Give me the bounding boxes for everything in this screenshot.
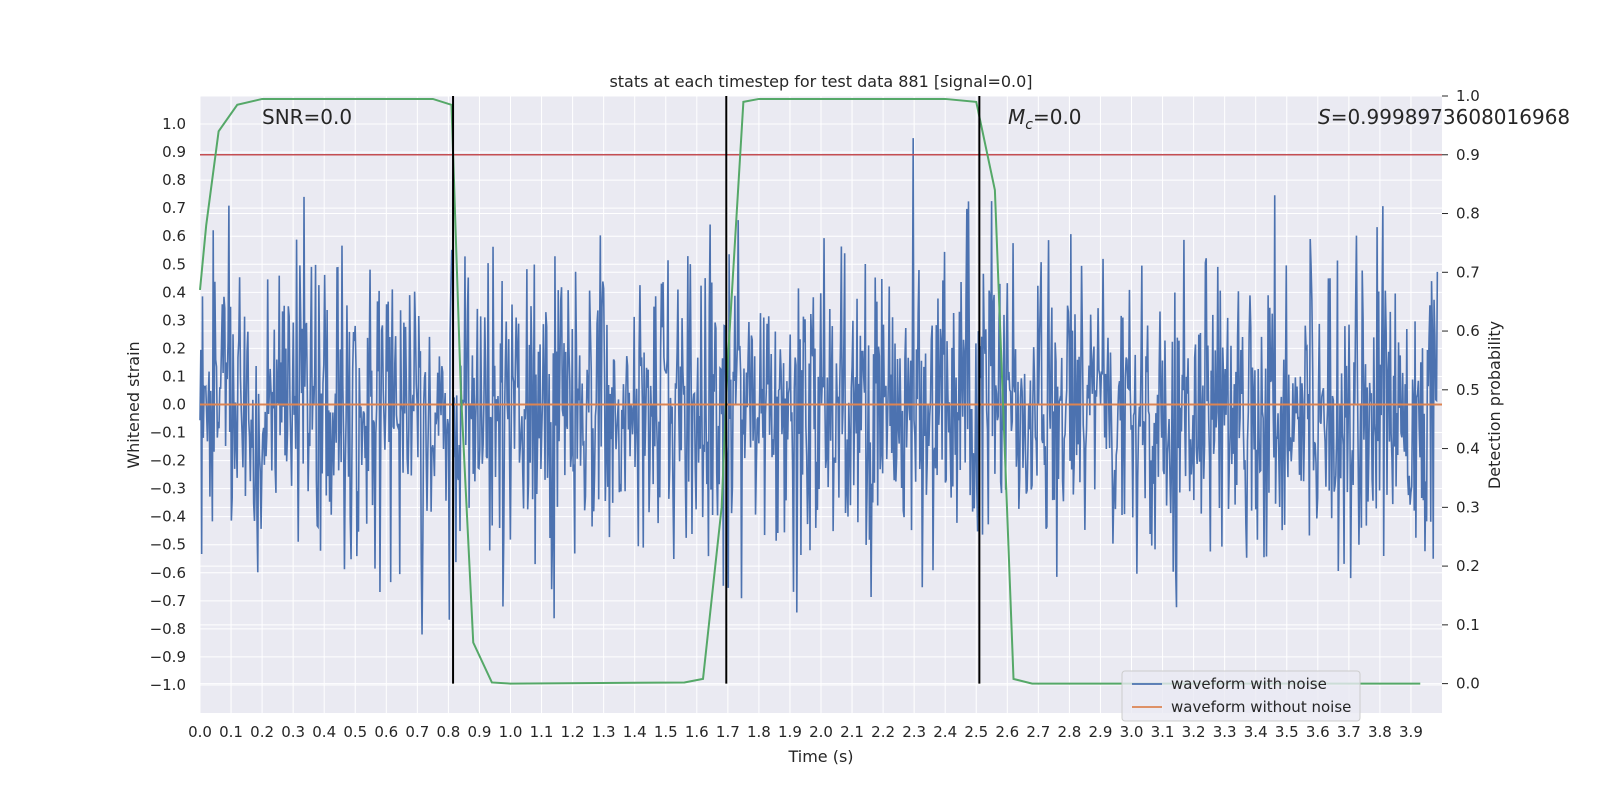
y-left-axis-label: Whitened strain bbox=[124, 341, 143, 468]
y-left-tick-label-16: −0.6 bbox=[150, 564, 186, 582]
x-tick-label-10: 1.0 bbox=[499, 723, 523, 741]
y-left-tick-label-3: 0.7 bbox=[162, 199, 186, 217]
vertical-markers bbox=[452, 96, 981, 684]
y-left-tick-label-6: 0.4 bbox=[162, 283, 186, 301]
x-tick-label-18: 1.8 bbox=[747, 723, 771, 741]
legend-label-noise: waveform with noise bbox=[1171, 675, 1327, 693]
y-right-tick-label-2: 0.8 bbox=[1456, 205, 1480, 223]
x-tick-label-33: 3.3 bbox=[1213, 723, 1237, 741]
x-tick-label-3: 0.3 bbox=[281, 723, 305, 741]
y-right-tick-label-8: 0.2 bbox=[1456, 557, 1480, 575]
x-tick-label-36: 3.6 bbox=[1306, 723, 1330, 741]
y-right-tick-label-5: 0.5 bbox=[1456, 381, 1480, 399]
legend-box bbox=[1121, 670, 1361, 722]
x-tick-label-24: 2.4 bbox=[933, 723, 957, 741]
x-tick-label-21: 2.1 bbox=[840, 723, 864, 741]
x-tick-label-29: 2.9 bbox=[1089, 723, 1113, 741]
y-left-tick-labels: 1.0 0.9 0.8 0.7 0.6 0.5 0.4 0.3 0.2 0.1 0.0 −0.1 −0.… bbox=[150, 115, 186, 694]
x-tick-label-15: 1.5 bbox=[654, 723, 678, 741]
chart-title: stats at each timestep for test data 881… bbox=[609, 72, 1032, 91]
y-left-tick-label-17: −0.7 bbox=[150, 592, 186, 610]
x-tick-label-28: 2.8 bbox=[1057, 723, 1081, 741]
y-left-tick-label-2: 0.8 bbox=[162, 171, 186, 189]
y-right-tick-label-3: 0.7 bbox=[1456, 263, 1480, 281]
legend-label-clean: waveform without noise bbox=[1171, 698, 1351, 716]
y-left-tick-label-1: 0.9 bbox=[162, 143, 186, 161]
chirp-mass-symbol: M bbox=[1008, 105, 1025, 129]
x-tick-label-22: 2.2 bbox=[871, 723, 895, 741]
x-tick-label-7: 0.7 bbox=[405, 723, 429, 741]
x-tick-label-38: 3.8 bbox=[1368, 723, 1392, 741]
y-right-tick-label-0: 1.0 bbox=[1456, 87, 1480, 105]
y-left-tick-label-11: −0.1 bbox=[150, 424, 186, 442]
y-left-tick-label-8: 0.2 bbox=[162, 339, 186, 357]
y-left-tick-label-19: −0.9 bbox=[150, 648, 186, 666]
probability-line bbox=[199, 97, 1421, 685]
legend: waveform with noise waveform without noi… bbox=[1121, 670, 1361, 722]
chirp-mass-annotation: Mc=0.0 bbox=[1008, 105, 1082, 133]
y-right-tick-label-4: 0.6 bbox=[1456, 322, 1480, 340]
score-symbol: S bbox=[1318, 105, 1331, 129]
x-tick-label-39: 3.9 bbox=[1399, 723, 1423, 741]
x-tick-label-25: 2.5 bbox=[964, 723, 988, 741]
y-right-tick-label-9: 0.1 bbox=[1456, 616, 1480, 634]
x-tick-label-23: 2.3 bbox=[902, 723, 926, 741]
y-left-tick-label-14: −0.4 bbox=[150, 508, 186, 526]
y-right-tick-label-7: 0.3 bbox=[1456, 498, 1480, 516]
score-annotation: S=0.9998973608016968 bbox=[1318, 105, 1570, 129]
x-axis-label: Time (s) bbox=[787, 747, 853, 766]
x-tick-label-8: 0.8 bbox=[436, 723, 460, 741]
series-detection-probability bbox=[199, 97, 1421, 685]
x-tick-label-9: 0.9 bbox=[468, 723, 492, 741]
x-tick-label-19: 1.9 bbox=[778, 723, 802, 741]
y-left-tick-label-0: 1.0 bbox=[162, 115, 186, 133]
y-left-tick-label-10: 0.0 bbox=[162, 396, 186, 414]
x-tick-label-4: 0.4 bbox=[312, 723, 336, 741]
x-tick-label-30: 3.0 bbox=[1120, 723, 1144, 741]
x-tick-label-31: 3.1 bbox=[1151, 723, 1175, 741]
score-value: =0.9998973608016968 bbox=[1331, 105, 1570, 129]
y-right-tick-labels: 1.0 0.9 0.8 0.7 0.6 0.5 0.4 0.3 0.2 0.1 0.0 bbox=[1442, 87, 1480, 693]
x-tick-label-16: 1.6 bbox=[685, 723, 709, 741]
x-tick-label-5: 0.5 bbox=[343, 723, 367, 741]
chirp-mass-subscript: c bbox=[1025, 117, 1033, 133]
y-left-tick-label-13: −0.3 bbox=[150, 480, 186, 498]
y-left-tick-label-20: −1.0 bbox=[150, 676, 186, 694]
y-left-tick-label-15: −0.5 bbox=[150, 536, 186, 554]
x-tick-label-2: 0.2 bbox=[250, 723, 274, 741]
y-left-tick-label-9: 0.1 bbox=[162, 367, 186, 385]
x-tick-label-27: 2.7 bbox=[1026, 723, 1050, 741]
x-tick-label-35: 3.5 bbox=[1275, 723, 1299, 741]
y-left-tick-label-12: −0.2 bbox=[150, 452, 186, 470]
x-tick-label-34: 3.4 bbox=[1244, 723, 1268, 741]
x-tick-label-0: 0.0 bbox=[188, 723, 212, 741]
x-tick-label-20: 2.0 bbox=[809, 723, 833, 741]
y-left-tick-label-18: −0.8 bbox=[150, 620, 186, 638]
y-right-tick-label-10: 0.0 bbox=[1456, 675, 1480, 693]
x-tick-label-32: 3.2 bbox=[1182, 723, 1206, 741]
x-tick-label-12: 1.2 bbox=[561, 723, 585, 741]
x-tick-label-11: 1.1 bbox=[530, 723, 554, 741]
x-tick-label-37: 3.7 bbox=[1337, 723, 1361, 741]
x-tick-label-26: 2.6 bbox=[995, 723, 1019, 741]
noise-line bbox=[199, 138, 1439, 635]
x-tick-label-13: 1.3 bbox=[592, 723, 616, 741]
x-tick-label-6: 0.6 bbox=[374, 723, 398, 741]
y-right-tick-label-1: 0.9 bbox=[1456, 146, 1480, 164]
x-tick-label-17: 1.7 bbox=[716, 723, 740, 741]
chirp-mass-value: =0.0 bbox=[1033, 105, 1082, 129]
y-left-tick-label-7: 0.3 bbox=[162, 311, 186, 329]
y-right-tick-label-6: 0.4 bbox=[1456, 440, 1480, 458]
x-tick-labels: 0.0 0.1 0.2 0.3 0.4 0.5 0.6 0.7 0.8 0.9 1.0 1.1 1.2 1… bbox=[188, 723, 1423, 741]
y-left-tick-label-4: 0.6 bbox=[162, 227, 186, 245]
y-left-tick-label-5: 0.5 bbox=[162, 255, 186, 273]
y-right-axis-label: Detection probability bbox=[1485, 321, 1504, 489]
snr-annotation: SNR=0.0 bbox=[262, 105, 352, 129]
series-waveform-with-noise bbox=[199, 138, 1439, 635]
x-tick-label-14: 1.4 bbox=[623, 723, 647, 741]
x-tick-label-1: 0.1 bbox=[219, 723, 243, 741]
